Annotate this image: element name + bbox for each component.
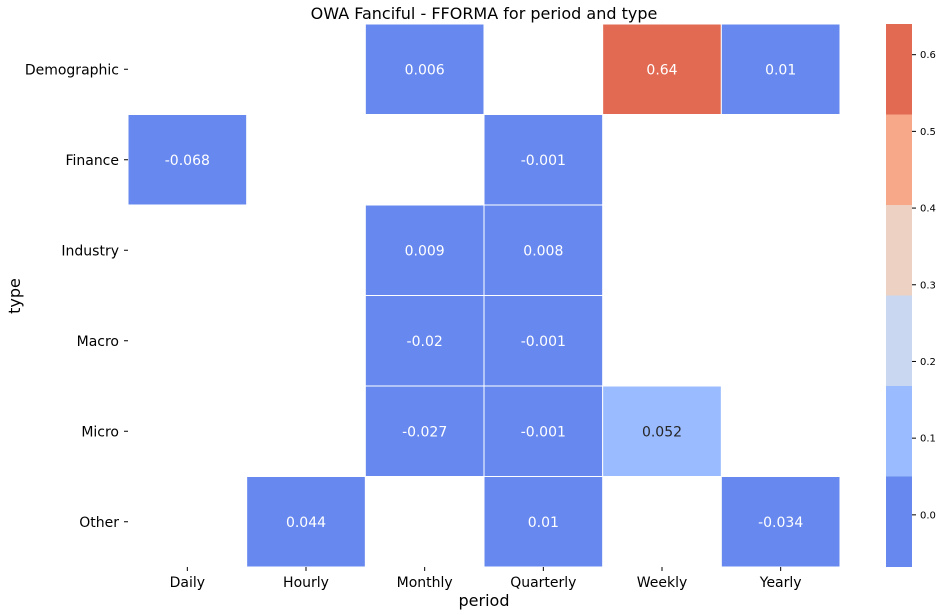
cell-value-label: -0.027 bbox=[402, 424, 447, 440]
colorbar-segment bbox=[886, 114, 912, 205]
cell-value-label: 0.01 bbox=[765, 62, 796, 78]
cell-value-label: -0.068 bbox=[165, 153, 210, 169]
x-tick-label: Daily bbox=[170, 575, 205, 591]
y-tick-label: Finance bbox=[65, 153, 119, 169]
colorbar-tick-label: 0.2 bbox=[920, 357, 936, 368]
cell-value-label: -0.001 bbox=[521, 334, 566, 350]
heatmap-cell bbox=[720, 23, 841, 115]
cell-value-label: 0.044 bbox=[286, 515, 326, 531]
colorbar-tick-label: 0.5 bbox=[920, 127, 936, 138]
x-axis-label: period bbox=[459, 591, 510, 610]
y-axis-label: type bbox=[5, 278, 24, 314]
colorbar-tick-label: 0.0 bbox=[920, 510, 936, 521]
cell-value-label: 0.009 bbox=[405, 243, 445, 259]
colorbar-segment bbox=[886, 24, 912, 115]
chart-title: OWA Fanciful - FFORMA for period and typ… bbox=[311, 4, 658, 23]
cell-value-label: 0.052 bbox=[642, 424, 682, 440]
heatmap-cell bbox=[364, 385, 485, 477]
heatmap-cell bbox=[483, 114, 604, 206]
cell-value-label: 0.01 bbox=[528, 515, 559, 531]
heatmap-cell bbox=[364, 23, 485, 115]
colorbar-segment bbox=[886, 476, 912, 567]
heatmap-cell bbox=[364, 295, 485, 387]
y-tick-label: Macro bbox=[77, 334, 119, 350]
heatmap-cell bbox=[602, 23, 722, 115]
colorbar-tick-label: 0.1 bbox=[920, 434, 936, 445]
x-axis-ticks: Daily Hourly Monthly Quarterly Weekly Yearly bbox=[170, 567, 802, 591]
colorbar-segment bbox=[886, 386, 912, 477]
y-tick-label: Other bbox=[79, 515, 119, 531]
heatmap-cell bbox=[127, 114, 248, 206]
y-tick-label: Micro bbox=[81, 424, 119, 440]
x-tick-label: Yearly bbox=[759, 575, 802, 591]
x-tick-label: Hourly bbox=[283, 575, 329, 591]
heatmap-cells: 0.006 0.64 0.01 -0.068 -0.001 0.009 0.008 -0.02… bbox=[127, 23, 841, 568]
heatmap-cell bbox=[364, 204, 485, 296]
cell-value-label: 0.64 bbox=[646, 62, 677, 78]
heatmap-cell bbox=[720, 476, 841, 568]
colorbar-tick-label: 0.3 bbox=[920, 280, 936, 291]
colorbar-tick-label: 0.6 bbox=[920, 50, 936, 61]
cell-value-label: 0.008 bbox=[523, 243, 563, 259]
x-tick-label: Monthly bbox=[397, 575, 453, 591]
y-axis-ticks: Demographic Finance Industry Macro Micro Othe… bbox=[25, 62, 128, 531]
cell-value-label: 0.006 bbox=[405, 62, 445, 78]
heatmap-cell bbox=[483, 476, 604, 568]
colorbar-tick-label: 0.4 bbox=[920, 204, 936, 215]
cell-value-label: -0.02 bbox=[407, 334, 443, 350]
cell-value-label: -0.001 bbox=[521, 153, 566, 169]
heatmap-cell bbox=[246, 476, 366, 568]
heatmap-cell bbox=[602, 385, 722, 477]
y-tick-label: Industry bbox=[61, 243, 119, 259]
colorbar-segment bbox=[886, 205, 912, 296]
colorbar-segment bbox=[886, 295, 912, 386]
x-tick-label: Weekly bbox=[637, 575, 688, 591]
colorbar: 0.0 0.1 0.2 0.3 0.4 0.5 0.6 bbox=[886, 24, 936, 567]
x-tick-label: Quarterly bbox=[510, 575, 576, 591]
y-tick-label: Demographic bbox=[25, 62, 119, 78]
cell-value-label: -0.001 bbox=[521, 424, 566, 440]
cell-value-label: -0.034 bbox=[758, 515, 803, 531]
